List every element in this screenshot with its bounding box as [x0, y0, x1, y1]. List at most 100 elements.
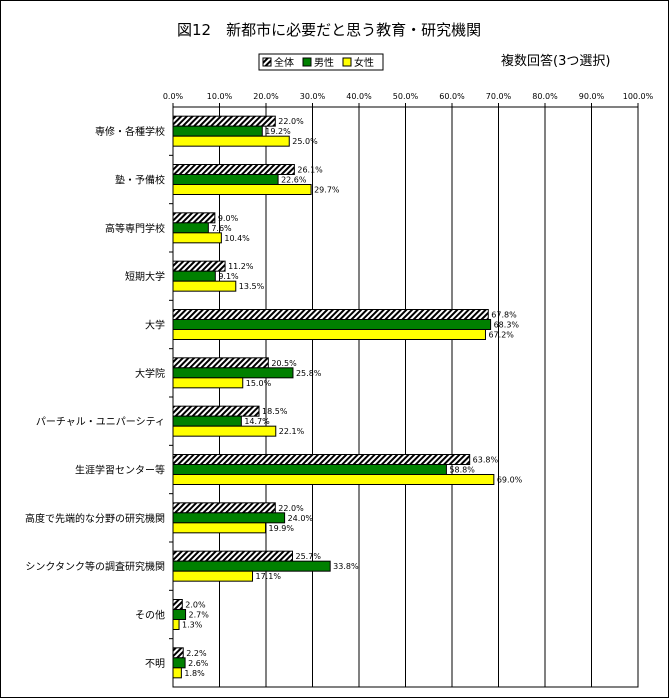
bar-女性 [172, 570, 254, 582]
chart-subtitle: 複数回答(3つ選択) [501, 53, 610, 69]
x-tick-label: 50.0% [393, 92, 419, 101]
category-label: パーチャル・ユニパーシティ [36, 416, 165, 428]
data-label: 24.0% [288, 514, 314, 523]
data-label: 26.1% [297, 166, 323, 175]
data-label: 13.5% [239, 282, 265, 291]
bar-男性 [172, 125, 263, 137]
legend-label: 男性 [314, 56, 334, 69]
category-label: 高度で先端的な分野の研究機関 [25, 512, 165, 525]
bar-全体 [172, 599, 183, 610]
data-label: 29.7% [314, 186, 340, 195]
data-label: 69.0% [497, 476, 523, 485]
data-label: 2.7% [189, 611, 210, 620]
x-tick-label: 60.0% [439, 92, 465, 101]
data-label: 25.8% [296, 369, 322, 378]
data-label: 1.3% [182, 621, 203, 630]
legend-swatch [342, 57, 352, 67]
bar-女性 [172, 184, 312, 195]
data-label: 63.8% [473, 456, 499, 465]
bar-女性 [172, 425, 277, 437]
data-label: 1.8% [184, 669, 205, 678]
bar-女性 [172, 329, 486, 340]
data-label: 7.6% [211, 224, 232, 233]
bar-男性 [172, 174, 279, 185]
bar-全体 [172, 357, 269, 369]
x-tick-label: 80.0% [532, 92, 558, 101]
x-tick-label: 20.0% [253, 92, 279, 101]
category-label: 大学院 [135, 367, 165, 380]
data-label: 17.1% [256, 572, 282, 581]
data-label: 18.5% [262, 407, 288, 416]
bar-全体 [172, 647, 184, 659]
x-tick-label: 10.0% [207, 92, 233, 101]
bar-全体 [172, 502, 276, 514]
category-label: 専修・各種学校 [95, 125, 165, 138]
bar-女性 [172, 474, 495, 485]
category-label: 短期大学 [125, 270, 165, 283]
bar-全体 [172, 260, 226, 272]
bar-男性 [172, 464, 447, 475]
bar-全体 [172, 309, 489, 320]
bar-全体 [172, 164, 295, 175]
category-label: 不明 [145, 658, 165, 670]
data-label: 25.0% [292, 137, 318, 146]
x-tick-label: 30.0% [300, 92, 326, 101]
legend-label: 女性 [354, 56, 374, 69]
bar-女性 [172, 522, 267, 534]
x-tick-label: 40.0% [346, 92, 372, 101]
bar-男性 [172, 657, 186, 669]
category-label: 生涯学習センター等 [75, 464, 165, 477]
data-label: 2.0% [185, 601, 206, 610]
data-label: 2.2% [186, 649, 207, 658]
bar-男性 [172, 512, 286, 524]
data-label: 25.7% [296, 552, 322, 561]
data-label: 11.2% [228, 262, 254, 271]
data-label: 9.0% [218, 214, 239, 223]
legend-box [258, 53, 384, 71]
bar-男性 [172, 367, 294, 379]
bar-全体 [172, 454, 471, 465]
bar-男性 [172, 415, 242, 427]
data-label: 68.3% [494, 321, 520, 330]
bar-女性 [172, 280, 237, 292]
data-label: 67.8% [491, 311, 517, 320]
data-label: 19.9% [269, 524, 295, 533]
category-label: 大学 [145, 319, 165, 332]
bar-女性 [172, 135, 290, 147]
category-label: 塾・予備校 [115, 174, 165, 187]
plot-area: 0.0% 10.0% 20.0% 30.0% 40.0% 50.0% 60.0% 70.0% 8… [25, 92, 654, 688]
bar-女性 [172, 667, 182, 679]
bar-全体 [172, 550, 294, 562]
data-label: 14.7% [244, 417, 270, 426]
data-label: 10.4% [224, 234, 250, 243]
bar-全体 [172, 212, 216, 224]
data-label: 19.2% [265, 127, 291, 136]
category-label: シンクタンク等の調査研究機関 [25, 560, 165, 573]
data-label: 67.2% [488, 331, 514, 340]
bar-女性 [172, 619, 180, 630]
bar-男性 [172, 609, 187, 620]
data-label: 9.1% [218, 272, 239, 281]
x-tick-label: 90.0% [579, 92, 605, 101]
x-tick-label: 70.0% [486, 92, 512, 101]
bar-全体 [172, 405, 260, 417]
data-label: 22.0% [278, 117, 304, 126]
bar-全体 [172, 115, 276, 127]
legend-swatch [262, 57, 272, 67]
bar-女性 [172, 232, 222, 244]
data-label: 58.8% [449, 466, 475, 475]
bar-男性 [172, 319, 492, 330]
data-label: 20.5% [271, 359, 297, 368]
bar-女性 [172, 377, 244, 389]
data-label: 33.8% [333, 562, 359, 571]
data-label: 15.0% [246, 379, 272, 388]
legend-swatch [302, 57, 312, 67]
legend: 全体 男性 女性 [258, 53, 384, 71]
x-tick-label: 100.0% [623, 92, 654, 101]
bar-男性 [172, 270, 216, 282]
category-label: 高等専門学校 [105, 222, 165, 235]
chart-title: 図12 新都市に必要だと思う教育・研究機関 [177, 21, 481, 39]
data-label: 22.0% [278, 504, 304, 513]
